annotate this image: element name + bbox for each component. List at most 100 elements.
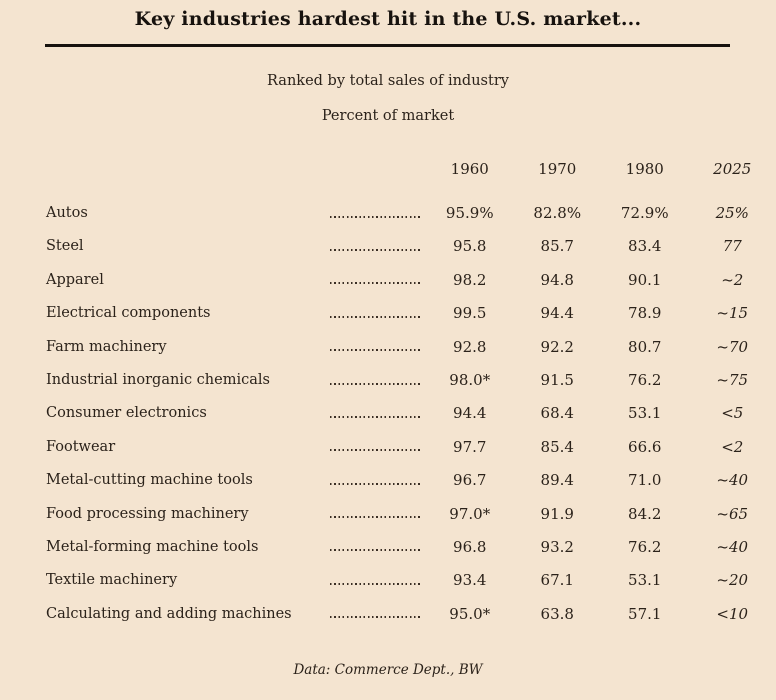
value-2025: ~15 (716, 304, 749, 323)
value-2025: 77 (722, 237, 742, 256)
row-label: Autos (46, 205, 88, 222)
dotted-leader-line (330, 482, 422, 485)
value-1970: 82.8% (533, 204, 582, 223)
dotted-leader-line (330, 616, 422, 619)
table-row: Autos 95.9% 82.8% 72.9% 25% (0, 196, 776, 229)
value-2025: ~75 (716, 371, 749, 390)
row-label: Consumer electronics (46, 405, 207, 422)
value-1960: 93.4 (453, 571, 487, 590)
value-2025: 25% (715, 204, 749, 223)
row-label: Steel (46, 238, 84, 255)
industries-table: 1960 1970 1980 2025 Autos 95.9% 82.8% 72… (0, 152, 776, 630)
value-1970: 68.4 (540, 404, 574, 423)
dotted-leader (330, 409, 426, 418)
value-1960: 96.7 (453, 471, 487, 490)
value-1960: 95.8 (453, 237, 487, 256)
dotted-leader (330, 309, 426, 318)
row-label: Industrial inorganic chemicals (46, 372, 270, 389)
dotted-leader (330, 542, 426, 552)
value-1960: 98.2 (453, 270, 487, 289)
row-label: Metal-forming machine tools (46, 538, 259, 555)
dotted-leader-line (330, 215, 422, 218)
subtitle-ranked: Ranked by total sales of industry (267, 73, 509, 89)
value-1970: 94.8 (540, 270, 574, 289)
value-2025: <5 (721, 404, 744, 423)
row-label: Footwear (46, 438, 116, 455)
dotted-leader-line (330, 516, 422, 519)
dotted-leader-line (330, 382, 422, 385)
dotted-leader (330, 342, 426, 352)
value-1960: 95.0* (449, 604, 491, 623)
value-2025: ~65 (716, 504, 749, 523)
value-1980: 80.7 (628, 337, 662, 356)
value-2025: ~40 (716, 537, 749, 556)
column-header-1970: 1970 (538, 159, 577, 178)
dotted-leader-line (330, 349, 422, 352)
dotted-leader (330, 376, 426, 385)
dotted-leader-line (330, 282, 422, 285)
dotted-leader (330, 209, 426, 218)
dotted-leader (330, 275, 426, 285)
value-2025: <10 (716, 604, 749, 623)
value-2025: ~2 (721, 270, 744, 289)
dotted-leader-line (330, 449, 422, 452)
table-row: Footwear 97.7 85.4 66.6 <2 (0, 430, 776, 463)
value-1970: 94.4 (540, 304, 574, 323)
value-1960: 95.9% (445, 204, 494, 223)
dotted-leader (330, 442, 426, 452)
value-1980: 76.2 (628, 371, 662, 390)
column-header-1960: 1960 (450, 159, 489, 178)
value-1970: 91.5 (540, 371, 574, 390)
value-1970: 91.9 (540, 504, 574, 523)
table-row: Steel 95.8 85.7 83.4 77 (0, 230, 776, 263)
value-1980: 53.1 (628, 404, 662, 423)
table-row: Metal-forming machine tools 96.8 93.2 76… (0, 530, 776, 563)
value-1970: 85.4 (540, 437, 574, 456)
value-1970: 92.2 (540, 337, 574, 356)
value-1960: 97.0* (449, 504, 491, 523)
column-header-2025: 2025 (713, 159, 752, 178)
value-1960: 97.7 (453, 437, 487, 456)
row-label: Metal-cutting machine tools (46, 472, 253, 489)
value-1980: 76.2 (628, 537, 662, 556)
dotted-leader (330, 476, 426, 485)
value-1980: 84.2 (628, 504, 662, 523)
dotted-leader-line (330, 315, 422, 318)
value-1980: 71.0 (628, 471, 662, 490)
table-row: Farm machinery 92.8 92.2 80.7 ~70 (0, 330, 776, 363)
table-row: Metal-cutting machine tools 96.7 89.4 71… (0, 464, 776, 497)
value-1980: 72.9% (620, 204, 669, 223)
dotted-leader-line (330, 248, 422, 251)
value-1960: 94.4 (453, 404, 487, 423)
value-1980: 78.9 (628, 304, 662, 323)
dotted-leader-line (330, 549, 422, 552)
value-1980: 66.6 (628, 437, 662, 456)
source-credit: Data: Commerce Dept., BW (293, 662, 483, 679)
value-1980: 53.1 (628, 571, 662, 590)
value-1960: 92.8 (453, 337, 487, 356)
title-rule (45, 44, 730, 47)
dotted-leader-line (330, 582, 422, 585)
value-1980: 90.1 (628, 270, 662, 289)
value-1960: 99.5 (453, 304, 487, 323)
dotted-leader (330, 242, 426, 251)
value-1970: 85.7 (540, 237, 574, 256)
table-row: Calculating and adding machines 95.0* 63… (0, 597, 776, 630)
dotted-leader (330, 576, 426, 585)
value-2025: ~20 (716, 571, 749, 590)
row-label: Calculating and adding machines (46, 605, 292, 622)
dotted-leader-line (330, 415, 422, 418)
dotted-leader (330, 509, 426, 519)
row-label: Farm machinery (46, 338, 167, 355)
row-label: Food processing machinery (46, 505, 249, 522)
column-header-1980: 1980 (625, 159, 664, 178)
value-2025: <2 (721, 437, 744, 456)
row-label: Apparel (46, 271, 104, 288)
value-1980: 83.4 (628, 237, 662, 256)
value-1970: 67.1 (540, 571, 574, 590)
value-1960: 98.0* (449, 371, 491, 390)
table-body: Autos 95.9% 82.8% 72.9% 25% Steel 95.8 8… (0, 196, 776, 630)
table-row: Apparel 98.2 94.8 90.1 ~2 (0, 263, 776, 296)
value-2025: ~70 (716, 337, 749, 356)
